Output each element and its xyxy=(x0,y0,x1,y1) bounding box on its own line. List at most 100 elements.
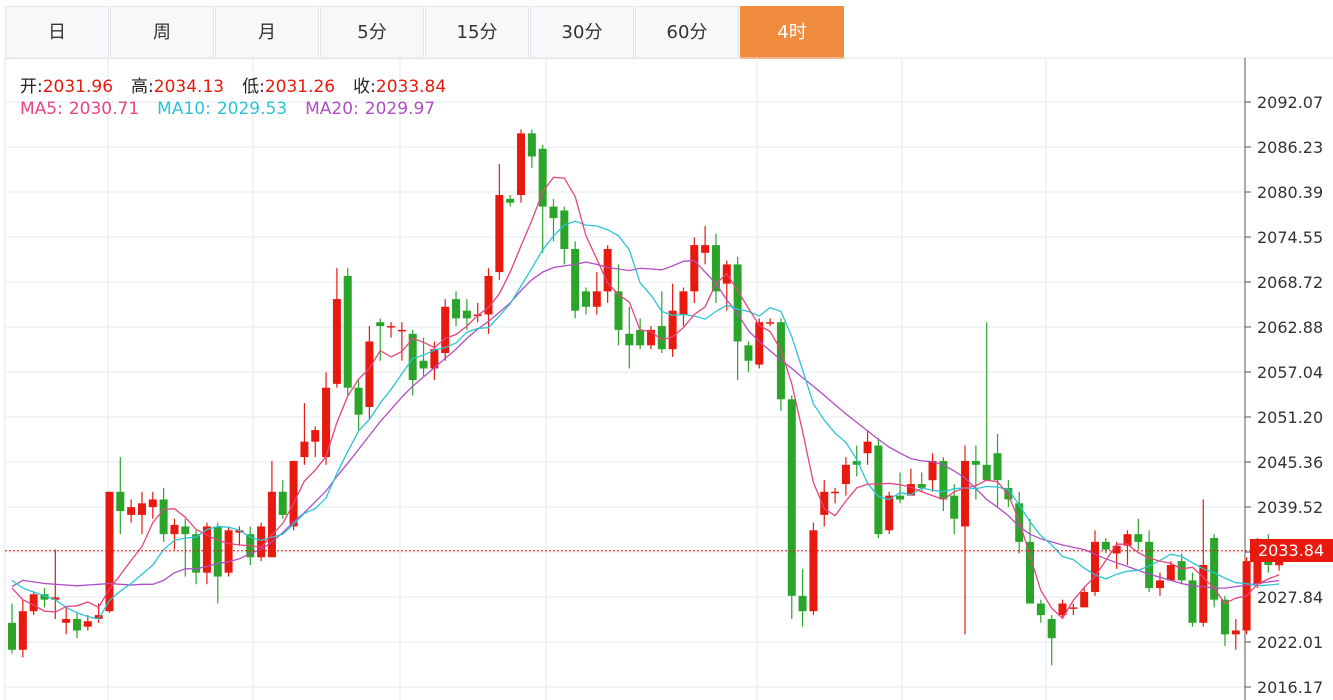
ma10-line xyxy=(11,220,1280,620)
open-label: 开: xyxy=(20,77,43,97)
y-tick-label: 2051.20 xyxy=(1257,408,1323,427)
candle-body xyxy=(917,484,926,488)
tab-0[interactable]: 日 xyxy=(5,6,109,59)
candle-body xyxy=(267,491,276,558)
candle-body xyxy=(571,248,580,311)
candle-body xyxy=(1188,580,1197,623)
candle-body xyxy=(831,491,840,494)
ma10-value: 2029.53 xyxy=(216,99,288,119)
candle-body xyxy=(549,206,558,219)
candle-body xyxy=(148,499,157,508)
y-tick-label: 2039.52 xyxy=(1257,498,1323,517)
candle-body xyxy=(62,618,71,623)
candle-body xyxy=(982,464,991,481)
candle-body xyxy=(885,495,894,531)
ma5-label: MA5: xyxy=(20,99,63,119)
candle-body xyxy=(484,275,493,315)
y-tick-label: 2045.36 xyxy=(1257,453,1323,472)
candle-body xyxy=(1036,603,1045,616)
candle-body xyxy=(755,322,764,365)
candle-body xyxy=(1112,545,1121,554)
candle-body xyxy=(311,430,320,442)
candle-body xyxy=(213,526,222,577)
high-label: 高: xyxy=(131,77,154,97)
candle-body xyxy=(29,594,38,612)
candle-body xyxy=(1069,607,1078,609)
candle-body xyxy=(733,264,742,342)
candle-body xyxy=(690,245,699,292)
candle-body xyxy=(278,491,287,515)
candle-body xyxy=(1123,534,1132,546)
candle-body xyxy=(896,495,905,500)
candle-body xyxy=(8,622,16,650)
candle-body xyxy=(495,195,504,273)
tab-4[interactable]: 15分 xyxy=(425,6,529,59)
ma10-label: MA10: xyxy=(157,99,211,119)
candle-body xyxy=(841,464,850,485)
candle-body xyxy=(51,597,60,600)
close-label: 收: xyxy=(353,77,376,97)
candle-body xyxy=(1091,541,1099,592)
tab-6[interactable]: 60分 xyxy=(635,6,739,59)
y-tick-label: 2080.39 xyxy=(1257,183,1323,202)
candle-body xyxy=(701,245,710,253)
candle-body xyxy=(668,310,677,350)
tab-2[interactable]: 月 xyxy=(215,6,319,59)
candle-body xyxy=(1026,541,1035,604)
candle-body xyxy=(852,460,861,465)
y-tick-label: 2086.23 xyxy=(1257,138,1323,157)
y-tick-label: 2016.17 xyxy=(1257,678,1323,697)
candle-body xyxy=(517,133,526,196)
candle-body xyxy=(192,534,201,573)
candle-body xyxy=(1177,561,1186,581)
candle-body xyxy=(766,322,775,324)
y-tick-label: 2022.01 xyxy=(1257,633,1323,652)
candle-body xyxy=(452,299,461,319)
candle-body xyxy=(343,275,352,388)
tab-5[interactable]: 30分 xyxy=(530,6,634,59)
ma20-value: 2029.97 xyxy=(364,99,436,119)
candle-body xyxy=(387,326,396,328)
candle-body xyxy=(798,595,807,612)
candle-body xyxy=(874,445,883,535)
candle-body xyxy=(993,453,1002,481)
timeframe-tabs: 日周月 5分 15分 30分 60分 4时 xyxy=(5,6,845,59)
ohlc-info: 开:2031.96 高:2034.13 低:2031.26 收:2033.84 xyxy=(20,72,446,97)
candle-body xyxy=(72,618,81,631)
candle-body xyxy=(711,245,720,292)
candle-body xyxy=(863,441,872,454)
candle-body xyxy=(1220,599,1229,635)
candle-body xyxy=(354,387,363,415)
candle-body xyxy=(83,621,92,627)
candle-body xyxy=(1004,487,1013,500)
candle-body xyxy=(679,291,688,315)
candle-body xyxy=(170,524,179,535)
candle-body xyxy=(408,333,417,381)
candle-body xyxy=(538,148,547,207)
candle-body xyxy=(430,349,439,369)
candle-body xyxy=(961,460,970,527)
candle-body xyxy=(159,499,168,535)
ma5-line xyxy=(11,176,1280,620)
candle-body xyxy=(1199,564,1208,623)
open-value: 2031.96 xyxy=(42,77,114,97)
candle-body xyxy=(105,491,114,612)
candle-body xyxy=(441,306,450,354)
candle-body xyxy=(322,387,331,458)
low-value: 2031.26 xyxy=(264,77,336,97)
candle-body xyxy=(300,441,309,458)
candle-body xyxy=(646,329,655,346)
candle-body xyxy=(906,484,915,496)
candle-body xyxy=(971,460,980,465)
candle-body xyxy=(1058,603,1067,616)
y-tick-label: 2074.55 xyxy=(1257,228,1323,247)
candle-body xyxy=(116,491,125,512)
y-tick-label: 2092.07 xyxy=(1257,93,1323,112)
candle-body xyxy=(1155,580,1164,589)
candle-body xyxy=(289,460,298,527)
y-tick-label: 2068.72 xyxy=(1257,273,1323,292)
candle-body xyxy=(1210,538,1219,600)
candle-body xyxy=(137,503,146,515)
tab-7[interactable]: 4时 xyxy=(740,6,844,59)
candle-body xyxy=(636,329,645,346)
